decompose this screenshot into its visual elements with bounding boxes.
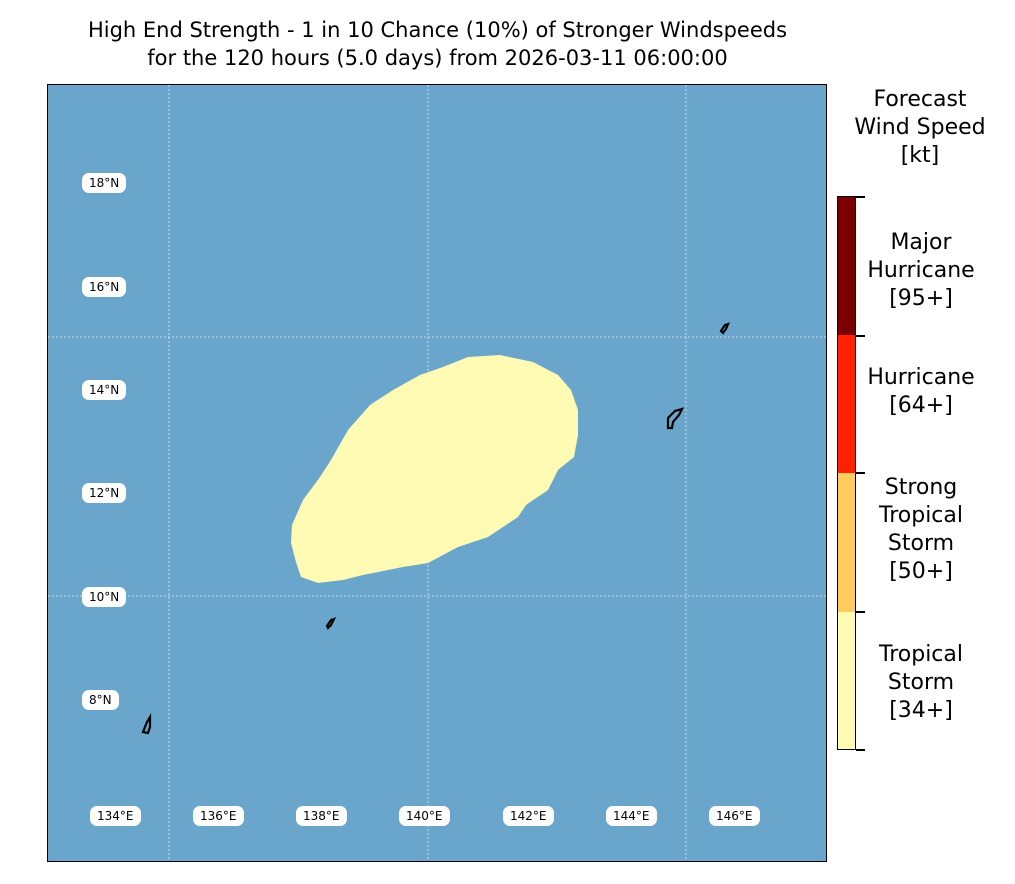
- lat-label-12n: 12°N: [82, 483, 127, 503]
- colorbar-label-line: Tropical: [879, 503, 963, 528]
- colorbar-tick: [856, 611, 865, 613]
- colorbar-tick: [856, 749, 865, 751]
- colorbar: [837, 196, 856, 750]
- colorbar-title-line: Forecast: [873, 87, 967, 112]
- lat-label-16n: 16°N: [82, 277, 127, 297]
- colorbar-label-line: Storm: [887, 670, 955, 695]
- colorbar-segment-strong-tropical-storm: [838, 473, 855, 612]
- island-saipan: [719, 322, 730, 335]
- map-canvas: [48, 85, 826, 861]
- colorbar-label-tropical-storm: Tropical Storm [34+]: [858, 641, 984, 725]
- colorbar-label-major-hurricane: Major Hurricane [95+]: [858, 229, 984, 313]
- title-line-2: for the 120 hours (5.0 days) from 2026-0…: [147, 46, 728, 70]
- lon-label-142e: 142°E: [503, 806, 554, 826]
- lon-label-144e: 144°E: [606, 806, 657, 826]
- colorbar-title-line: Wind Speed: [854, 115, 986, 140]
- colorbar-label-line: Hurricane: [867, 365, 975, 390]
- colorbar-label-line: [50+]: [889, 559, 953, 584]
- lat-label-18n: 18°N: [82, 173, 127, 193]
- lat-label-14n: 14°N: [82, 380, 127, 400]
- lat-label-8n: 8°N: [82, 690, 119, 710]
- colorbar-label-line: Strong: [884, 475, 958, 500]
- colorbar-label-line: [34+]: [889, 698, 953, 723]
- lon-label-134e: 134°E: [90, 806, 141, 826]
- colorbar-label-line: Tropical: [879, 642, 963, 667]
- colorbar-label-strong-tropical-storm: Strong Tropical Storm [50+]: [858, 474, 984, 586]
- colorbar-label-line: Hurricane: [867, 258, 975, 283]
- lon-label-138e: 138°E: [296, 806, 347, 826]
- colorbar-segment-tropical-storm: [838, 612, 855, 749]
- colorbar-label-line: [64+]: [889, 393, 953, 418]
- island-ulithi: [325, 617, 337, 630]
- colorbar-label-line: [95+]: [889, 286, 953, 311]
- lat-label-10n: 10°N: [82, 587, 127, 607]
- wind-swath-tropical-storm: [291, 355, 578, 583]
- colorbar-segment-major-hurricane: [838, 197, 855, 335]
- lon-label-140e: 140°E: [399, 806, 450, 826]
- island-guam: [666, 407, 685, 430]
- colorbar-title-line: [kt]: [900, 143, 940, 168]
- map-panel: 18°N 16°N 14°N 12°N 10°N 8°N 134°E 136°E…: [47, 84, 827, 862]
- colorbar-tick: [856, 335, 865, 337]
- lon-label-146e: 146°E: [709, 806, 760, 826]
- colorbar-label-hurricane: Hurricane [64+]: [858, 364, 984, 420]
- island-palau: [141, 713, 152, 735]
- colorbar-label-line: Storm: [887, 531, 955, 556]
- colorbar-title: Forecast Wind Speed [kt]: [832, 86, 1008, 170]
- lon-label-136e: 136°E: [193, 806, 244, 826]
- colorbar-tick: [856, 472, 865, 474]
- colorbar-segment-hurricane: [838, 335, 855, 473]
- title-line-1: High End Strength - 1 in 10 Chance (10%)…: [87, 18, 788, 42]
- colorbar-tick: [856, 196, 865, 198]
- colorbar-label-line: Major: [890, 230, 952, 255]
- gridlines: [48, 85, 826, 861]
- map-title: High End Strength - 1 in 10 Chance (10%)…: [0, 16, 875, 72]
